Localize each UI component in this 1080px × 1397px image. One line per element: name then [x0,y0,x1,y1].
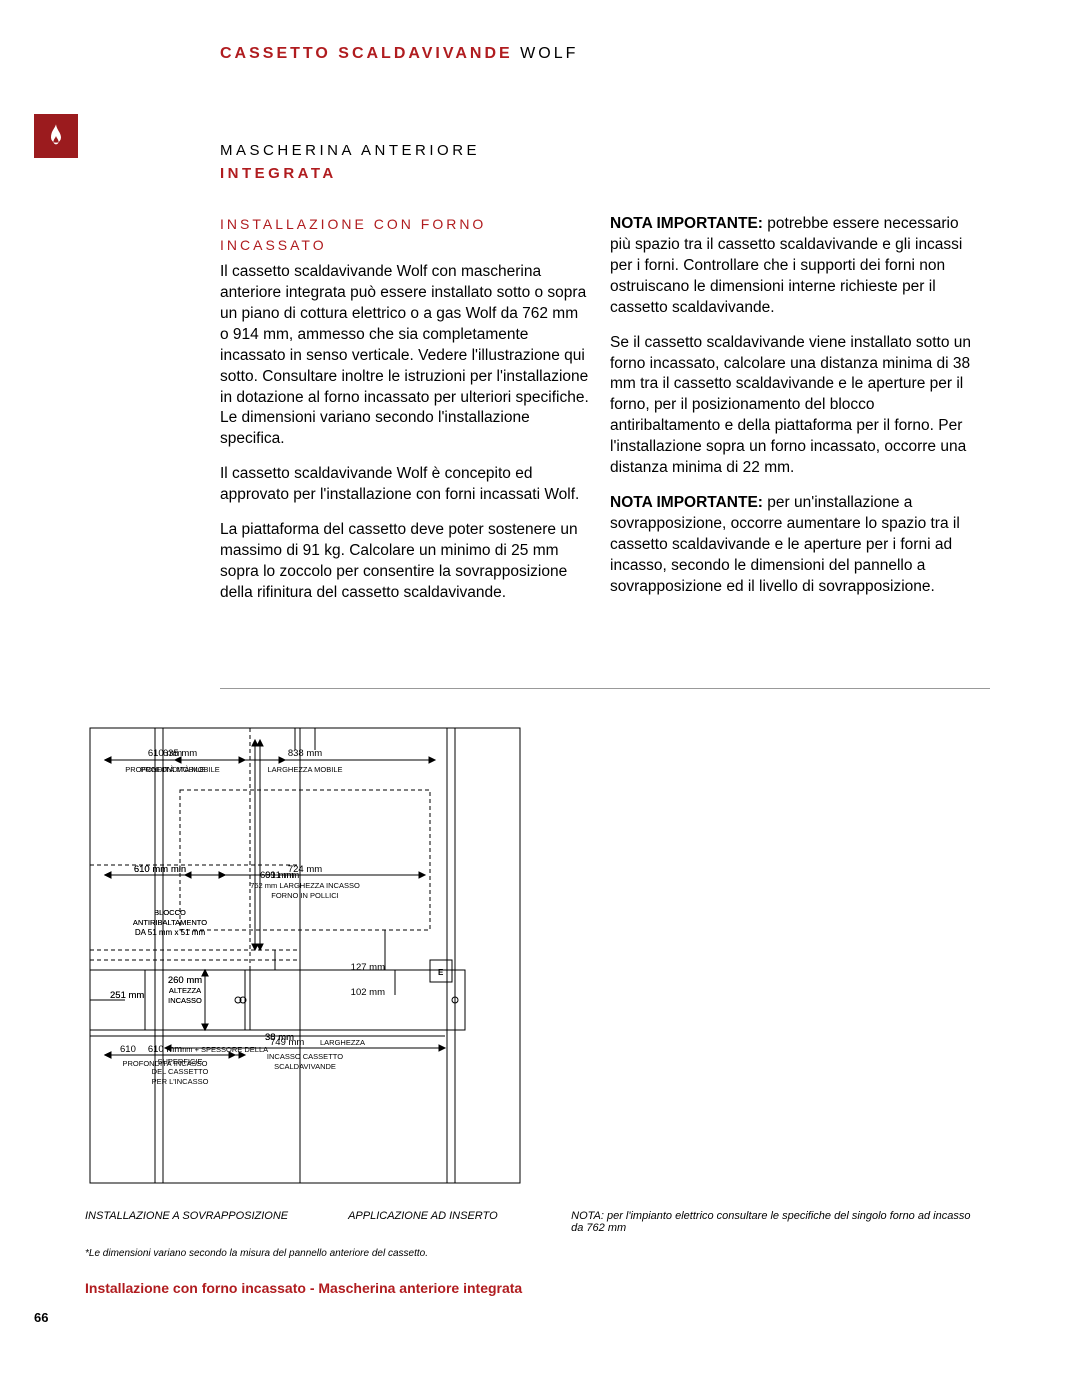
svg-text:LARGHEZZA: LARGHEZZA [320,1038,365,1047]
left-p2: Il cassetto scaldavivande Wolf è concepi… [220,464,590,506]
diagram-c: 838 mm LARGHEZZA MOBILE 724 mm 762 mm LA… [85,720,525,1195]
header-black: WOLF [520,45,578,62]
section-subhead: INSTALLAZIONE CON FORNO INCASSATO [220,214,486,256]
page-number: 66 [34,1310,48,1325]
caption-a: INSTALLAZIONE A SOVRAPPOSIZIONE [85,1210,345,1222]
header-red: CASSETTO SCALDAVIVANDE [220,45,513,62]
caption-row: INSTALLAZIONE A SOVRAPPOSIZIONE APPLICAZ… [85,1210,995,1234]
divider [220,688,990,689]
svg-text:E: E [438,968,444,977]
left-p1: Il cassetto scaldavivande Wolf con masch… [220,262,590,450]
svg-text:LARGHEZZA MOBILE: LARGHEZZA MOBILE [267,765,342,774]
svg-text:127 mm: 127 mm [351,962,385,973]
svg-text:FORNO IN POLLICI: FORNO IN POLLICI [271,891,339,900]
title-line1: MASCHERINA ANTERIORE [220,142,480,159]
svg-text:SCALDAVIVANDE: SCALDAVIVANDE [274,1062,336,1071]
right-p2: Se il cassetto scaldavivande viene insta… [610,333,980,479]
flame-icon [34,114,78,158]
svg-text:INCASSO CASSETTO: INCASSO CASSETTO [267,1052,343,1061]
page-header: CASSETTO SCALDAVIVANDE WOLF [220,45,578,63]
right-n1: NOTA IMPORTANTE: potrebbe essere necessa… [610,214,980,319]
svg-text:749 mm: 749 mm [270,1037,304,1048]
left-column: Il cassetto scaldavivande Wolf con masch… [220,262,590,618]
left-p3: La piattaforma del cassetto deve poter s… [220,520,590,604]
title-line2: INTEGRATA [220,165,480,182]
footnote: *Le dimensioni variano secondo la misura… [85,1248,585,1259]
right-column: NOTA IMPORTANTE: potrebbe essere necessa… [610,214,980,612]
caption-c: NOTA: per l'impianto elettrico consultar… [571,1210,971,1234]
title-block: MASCHERINA ANTERIORE INTEGRATA [220,142,480,182]
svg-text:724 mm: 724 mm [288,864,322,875]
diagrams-area: 610 mm PROFONDITÀ MOBILE 610 mm min 691 … [85,720,995,1200]
svg-text:838 mm: 838 mm [288,748,322,759]
svg-text:102 mm: 102 mm [351,987,385,998]
caption-b: APPLICAZIONE AD INSERTO [348,1210,568,1222]
main-caption: Installazione con forno incassato - Masc… [85,1280,522,1296]
svg-text:762 mm LARGHEZZA INCASSO: 762 mm LARGHEZZA INCASSO [250,881,360,890]
right-n2: NOTA IMPORTANTE: per un'installazione a … [610,493,980,598]
